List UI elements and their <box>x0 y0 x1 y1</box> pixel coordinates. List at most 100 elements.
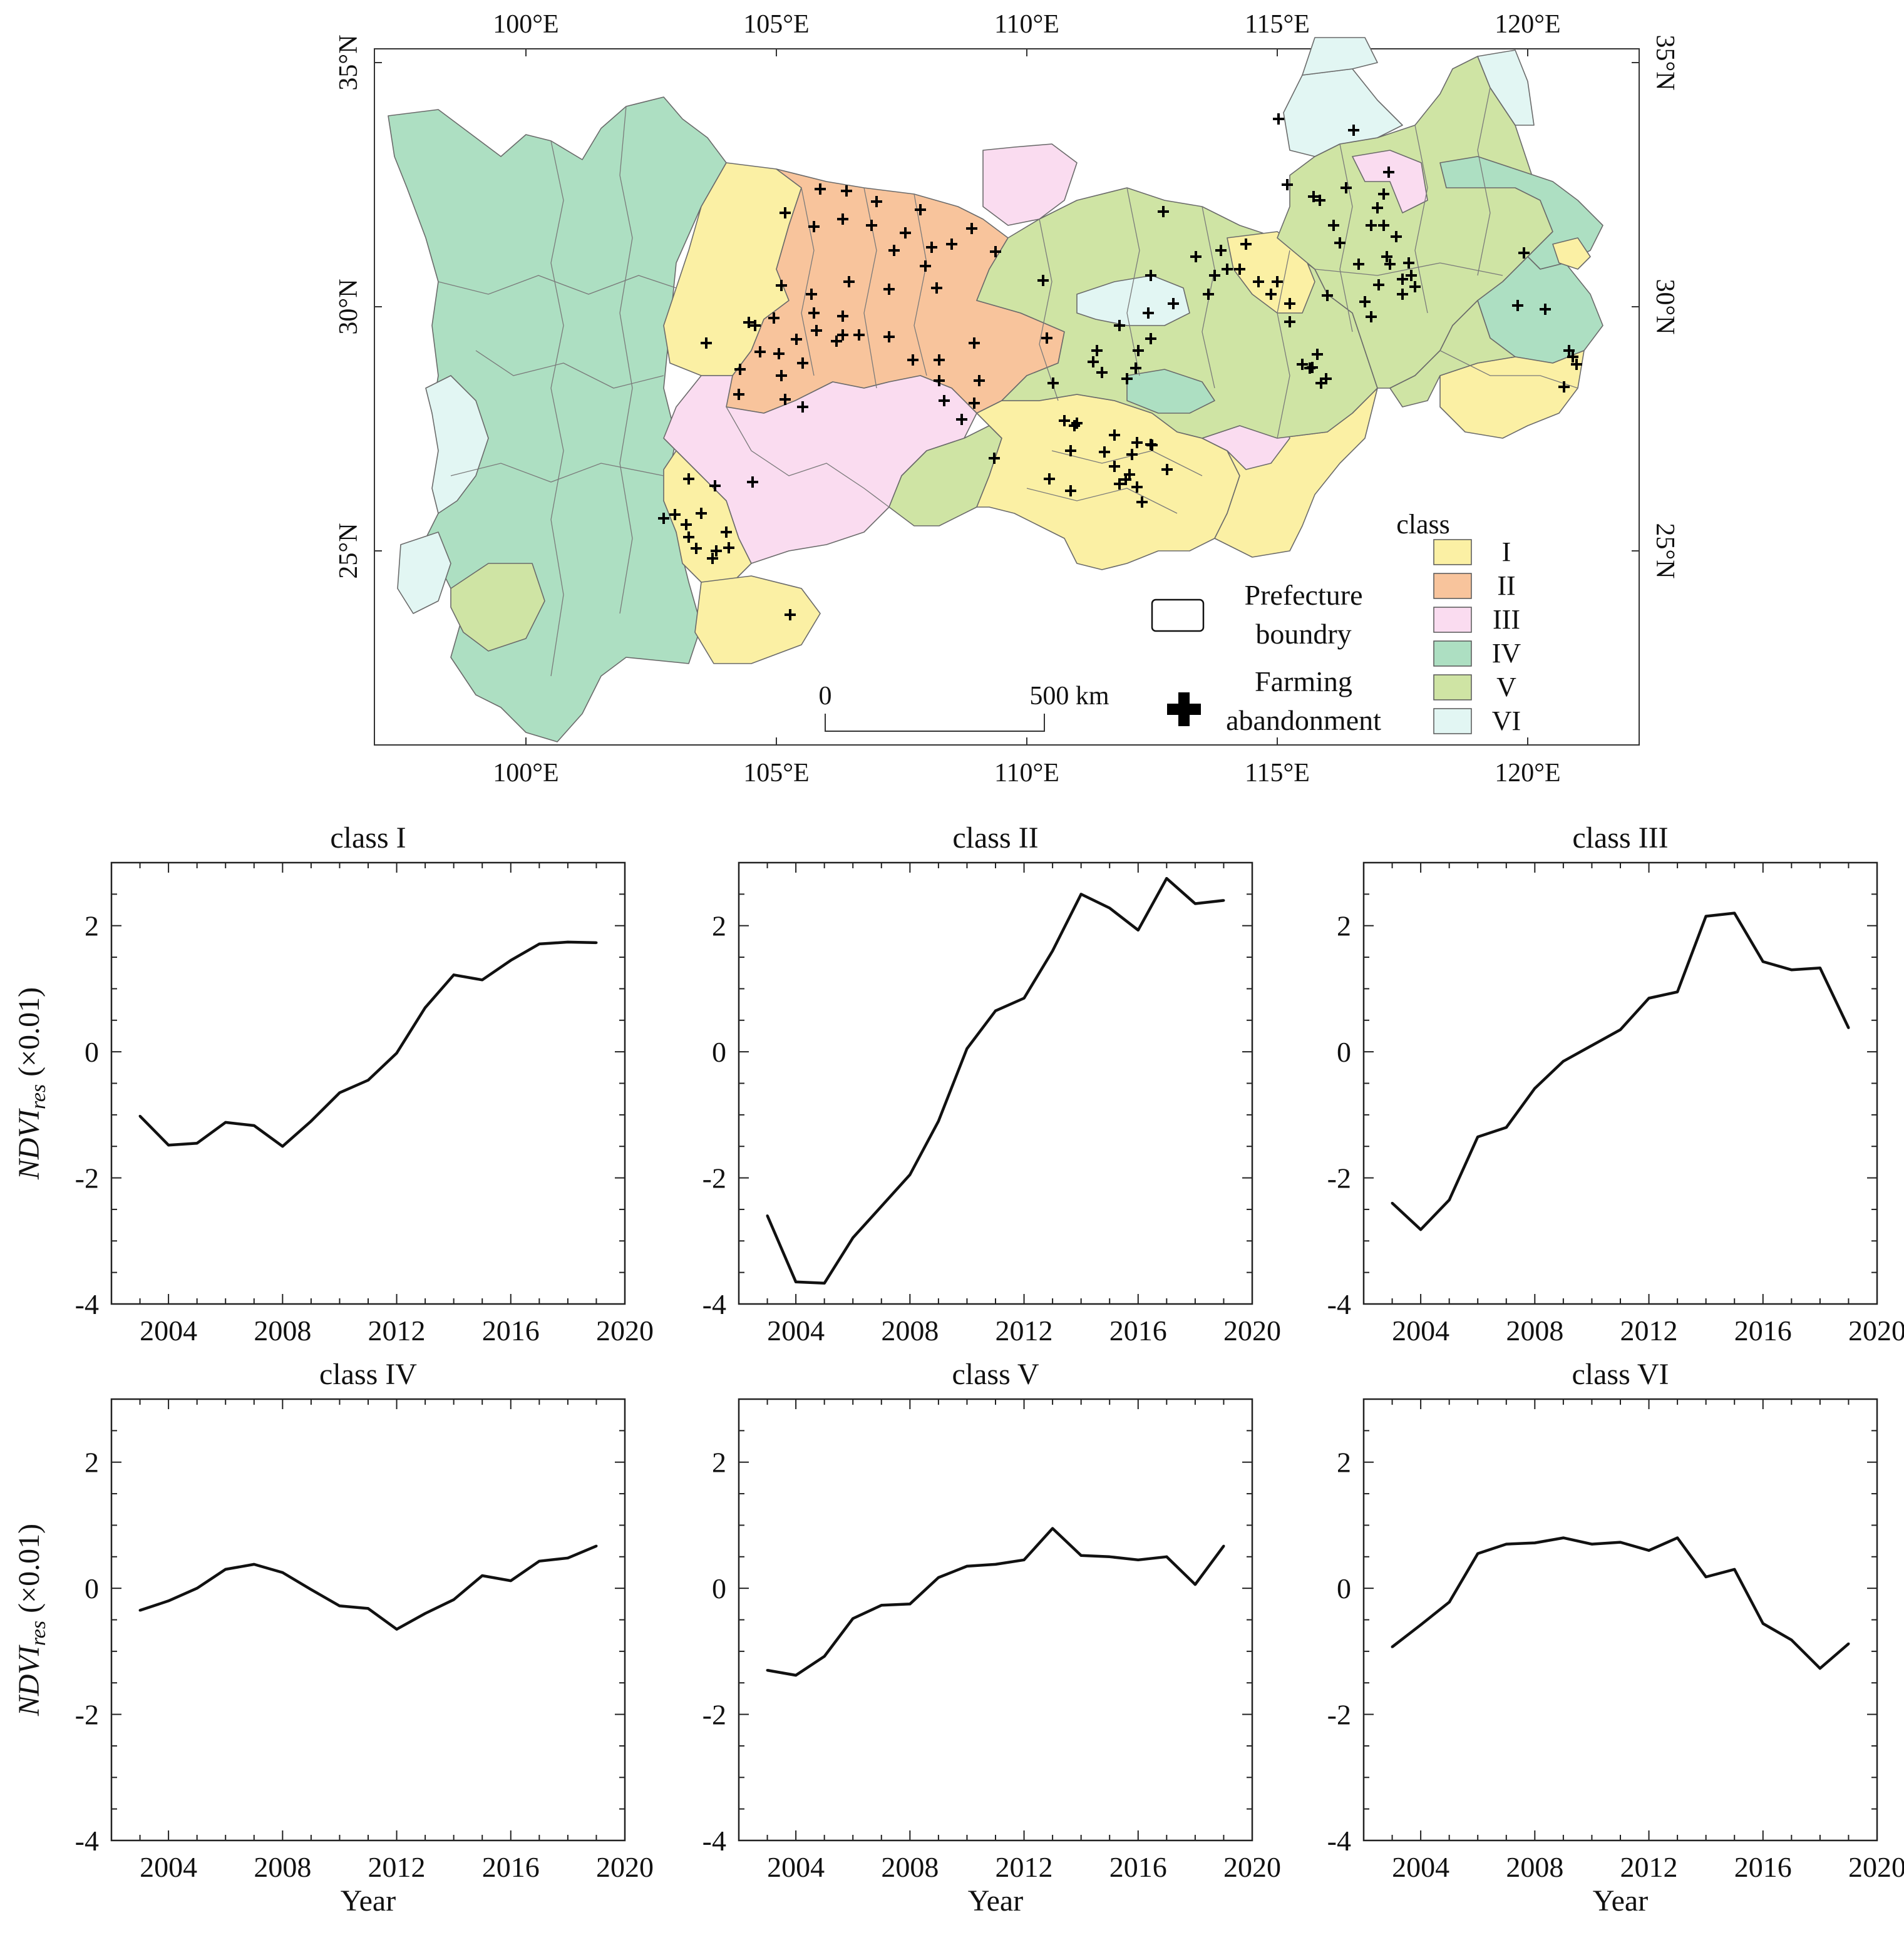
data-point <box>937 1576 940 1579</box>
series-line <box>139 1544 597 1631</box>
abandonment-legend-line1: Farming <box>1255 665 1352 697</box>
x-tick-label: 2020 <box>1848 1315 1904 1347</box>
data-point <box>167 1144 170 1147</box>
data-point <box>1761 960 1764 963</box>
x-tick-label: 2012 <box>996 1315 1053 1347</box>
abandonment-marker <box>1253 276 1264 287</box>
class-legend-swatch-6 <box>1433 708 1472 734</box>
abandonment-marker <box>1131 481 1143 493</box>
data-point <box>880 1204 883 1208</box>
data-point <box>1505 1542 1508 1546</box>
series-line <box>1391 1536 1850 1670</box>
abandonment-marker <box>1130 362 1141 374</box>
abandonment-marker <box>1091 345 1103 356</box>
lat-label-right-1: 30°N <box>1650 279 1679 334</box>
lat-label-left-1: 30°N <box>334 279 363 334</box>
region-class-vi-northeast <box>1283 68 1403 157</box>
series-line <box>766 876 1224 1285</box>
abandonment-marker <box>837 329 848 341</box>
data-point <box>481 1574 484 1577</box>
chart-title: class II <box>952 821 1038 855</box>
abandonment-marker <box>831 336 842 347</box>
abandonment-marker <box>1145 270 1156 281</box>
abandonment-marker <box>1065 445 1076 456</box>
data-point <box>1676 1536 1679 1539</box>
abandonment-marker <box>1158 206 1169 217</box>
data-point <box>1476 1552 1479 1555</box>
y-tick-label: -2 <box>702 1162 726 1194</box>
abandonment-legend-line2: abandonment <box>1226 704 1381 736</box>
y-tick-label: 2 <box>1337 1447 1351 1479</box>
abandonment-marker <box>1161 464 1173 475</box>
abandonment-marker <box>1391 231 1402 242</box>
abandonment-marker <box>883 284 895 295</box>
abandonment-marker <box>1284 316 1295 327</box>
abandonment-marker <box>1088 356 1099 367</box>
data-point <box>1533 1087 1536 1090</box>
x-tick-label: 2008 <box>254 1851 311 1883</box>
y-tick-label: -4 <box>1327 1288 1351 1320</box>
data-point <box>1391 1201 1394 1204</box>
abandonment-marker <box>776 280 787 291</box>
abandonment-marker <box>841 185 852 197</box>
data-point <box>1136 928 1140 932</box>
abandonment-marker <box>1359 296 1371 307</box>
lat-label-left-0: 25°N <box>334 523 363 578</box>
lon-label-bottom-3: 115°E <box>1245 759 1310 788</box>
abandonment-marker <box>683 473 694 485</box>
data-point <box>481 978 484 982</box>
lon-label-bottom-2: 110°E <box>994 759 1059 788</box>
abandonment-marker <box>768 312 780 324</box>
x-tick-label: 2004 <box>1392 1851 1449 1883</box>
data-point <box>908 1603 912 1606</box>
abandonment-marker <box>797 357 808 369</box>
data-point <box>880 1604 883 1607</box>
abandonment-marker <box>808 307 820 319</box>
y-tick-label: -4 <box>75 1825 99 1857</box>
abandonment-marker <box>931 282 942 294</box>
plot-frame <box>738 861 1253 1305</box>
chart-class-iv: class IV 2004 2008 2012 2016 2020 -4 -2 0 2 Year ND… <box>13 1358 654 1917</box>
abandonment-marker <box>989 453 1000 464</box>
abandonment-marker <box>1373 279 1384 290</box>
abandonment-marker <box>709 480 721 491</box>
data-point <box>1448 1198 1451 1201</box>
lon-label-top-4: 120°E <box>1495 10 1560 39</box>
abandonment-marker <box>696 508 707 519</box>
abandonment-marker <box>1518 247 1530 259</box>
region-class-vi-west <box>425 375 489 514</box>
lon-label-bottom-4: 120°E <box>1495 759 1560 788</box>
data-point <box>566 1556 569 1559</box>
x-tick-label: 2012 <box>368 1851 426 1883</box>
abandonment-marker <box>1145 333 1156 344</box>
x-tick-label: 2008 <box>1506 1851 1563 1883</box>
y-tick-label: 0 <box>1337 1573 1351 1604</box>
region-class-vi-wuhan <box>1076 275 1190 326</box>
data-point <box>852 1617 855 1620</box>
abandonment-marker <box>969 337 980 349</box>
abandonment-marker <box>1322 290 1333 301</box>
abandonment-marker <box>1203 289 1214 300</box>
abandonment-marker <box>883 331 895 342</box>
class-legend-label-3: III <box>1493 604 1520 635</box>
boundary-legend-swatch <box>1151 598 1205 632</box>
data-point <box>1193 902 1196 905</box>
y-tick-label: -2 <box>1327 1162 1351 1194</box>
abandonment-marker <box>934 375 945 386</box>
abandonment-marker <box>1044 473 1055 485</box>
abandonment-marker <box>1334 237 1346 249</box>
data-point <box>1619 1541 1622 1544</box>
data-point <box>1790 1638 1793 1641</box>
abandonment-marker <box>1273 113 1284 125</box>
abandonment-marker <box>780 207 791 218</box>
class-legend-label-6: VI <box>1492 706 1521 736</box>
data-point <box>1193 1583 1196 1586</box>
data-point <box>367 1607 369 1610</box>
abandonment-marker <box>733 389 744 400</box>
data-point <box>795 1280 798 1283</box>
class-legend-swatch-4 <box>1433 640 1472 667</box>
data-point <box>338 1604 341 1608</box>
abandonment-marker <box>1133 345 1144 356</box>
data-point <box>1051 950 1054 952</box>
